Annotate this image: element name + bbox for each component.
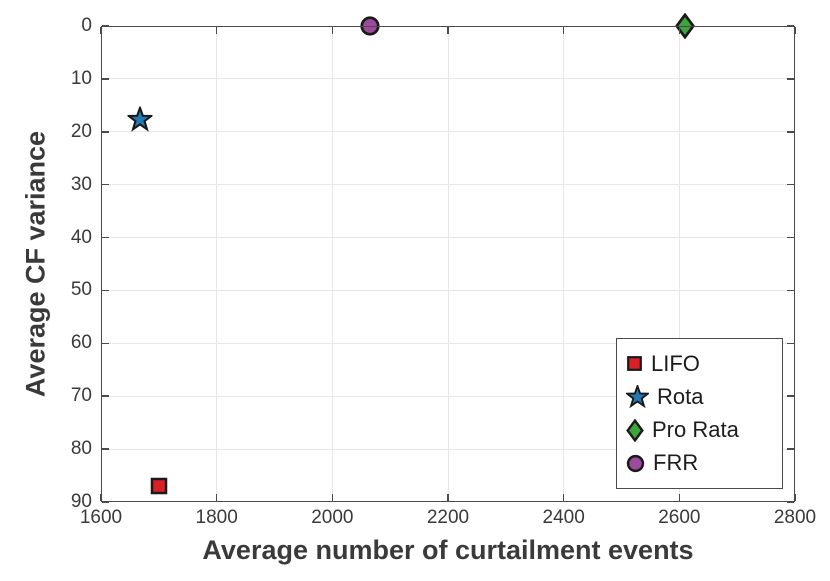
y-tick-mark bbox=[787, 501, 794, 503]
x-tick-label: 1600 bbox=[79, 507, 123, 528]
y-gridline bbox=[101, 448, 795, 450]
y-tick-mark bbox=[102, 183, 109, 186]
y-tick-mark bbox=[787, 236, 794, 239]
lifo-marker bbox=[149, 477, 168, 496]
x-tick-mark bbox=[215, 27, 218, 34]
y-tick-mark bbox=[787, 289, 794, 292]
frr-marker bbox=[359, 16, 380, 37]
x-gridline bbox=[563, 26, 565, 502]
y-axis-label: Average CF variance bbox=[20, 130, 51, 398]
legend-item-pro-rata: Pro Rata bbox=[626, 417, 780, 443]
y-gridline bbox=[101, 395, 795, 397]
y-tick-mark bbox=[102, 448, 109, 450]
y-tick-mark bbox=[787, 448, 794, 450]
x-tick-mark bbox=[331, 494, 334, 501]
x-gridline bbox=[331, 26, 333, 502]
x-tick-label: 1800 bbox=[195, 507, 238, 528]
pro-rata-marker bbox=[675, 12, 696, 40]
legend: LIFO Rota Pro Rata FRR bbox=[616, 338, 783, 489]
y-tick-mark bbox=[102, 131, 109, 133]
y-tick-label: 90 bbox=[70, 491, 92, 512]
x-gridline bbox=[678, 26, 680, 502]
plot-area: LIFO Rota Pro Rata FRR bbox=[100, 12, 796, 503]
x-tick-label: 2600 bbox=[658, 507, 701, 528]
y-gridline bbox=[101, 237, 795, 239]
y-tick-label: 70 bbox=[70, 385, 92, 407]
x-gridline bbox=[447, 26, 449, 502]
y-gridline bbox=[101, 78, 795, 80]
y-tick-label: 60 bbox=[70, 332, 92, 354]
y-tick-mark bbox=[102, 289, 109, 292]
x-tick-mark bbox=[794, 27, 796, 34]
y-tick-mark bbox=[102, 25, 109, 27]
x-tick-mark bbox=[562, 27, 565, 34]
lifo-legend-marker-icon bbox=[627, 356, 642, 371]
y-tick-mark bbox=[787, 395, 794, 397]
y-tick-mark bbox=[787, 78, 794, 80]
x-tick-label: 2800 bbox=[773, 507, 817, 528]
y-tick-label: 0 bbox=[81, 15, 92, 36]
y-tick-mark bbox=[102, 501, 109, 503]
x-tick-label: 2400 bbox=[542, 507, 585, 528]
legend-item-frr: FRR bbox=[626, 452, 780, 474]
legend-label-rota: Rota bbox=[657, 383, 704, 409]
x-tick-mark bbox=[678, 27, 681, 34]
y-tick-mark bbox=[787, 183, 794, 186]
y-tick-label: 10 bbox=[70, 67, 92, 89]
y-tick-label: 80 bbox=[70, 438, 92, 460]
x-tick-mark bbox=[215, 494, 218, 501]
y-tick-mark bbox=[102, 395, 109, 397]
x-gridline bbox=[216, 26, 218, 502]
rota-legend-marker-icon bbox=[626, 385, 649, 409]
pro-rata-legend-marker-icon bbox=[626, 418, 644, 442]
legend-item-lifo: LIFO bbox=[626, 350, 780, 376]
y-gridline bbox=[101, 342, 795, 344]
x-tick-label: 2200 bbox=[426, 507, 470, 528]
y-tick-label: 20 bbox=[70, 120, 92, 142]
y-tick-mark bbox=[102, 236, 109, 239]
legend-item-rota: Rota bbox=[626, 383, 780, 409]
x-tick-mark bbox=[447, 494, 449, 501]
legend-label-lifo: LIFO bbox=[651, 350, 700, 376]
y-tick-label: 30 bbox=[70, 173, 92, 195]
y-tick-mark bbox=[787, 342, 794, 345]
legend-label-frr: FRR bbox=[653, 450, 699, 476]
x-tick-mark bbox=[794, 494, 796, 501]
x-tick-mark bbox=[447, 27, 449, 34]
x-tick-mark bbox=[100, 27, 102, 34]
legend-label-pro-rata: Pro Rata bbox=[652, 417, 739, 443]
y-gridline bbox=[101, 289, 795, 291]
y-tick-label: 50 bbox=[70, 279, 92, 301]
y-tick-mark bbox=[787, 25, 794, 27]
x-tick-mark bbox=[331, 27, 334, 34]
y-tick-mark bbox=[102, 78, 109, 80]
x-tick-mark bbox=[100, 494, 102, 501]
rota-marker bbox=[126, 104, 155, 132]
y-tick-mark bbox=[787, 131, 794, 133]
x-tick-mark bbox=[678, 494, 681, 501]
x-tick-mark bbox=[562, 494, 565, 501]
x-axis-label: Average number of curtailment events bbox=[202, 535, 694, 565]
x-tick-label: 2000 bbox=[311, 507, 354, 528]
frr-legend-marker-icon bbox=[626, 454, 645, 473]
y-gridline bbox=[101, 184, 795, 186]
y-tick-label: 40 bbox=[70, 226, 92, 248]
y-gridline bbox=[101, 131, 795, 133]
y-tick-mark bbox=[102, 342, 109, 345]
